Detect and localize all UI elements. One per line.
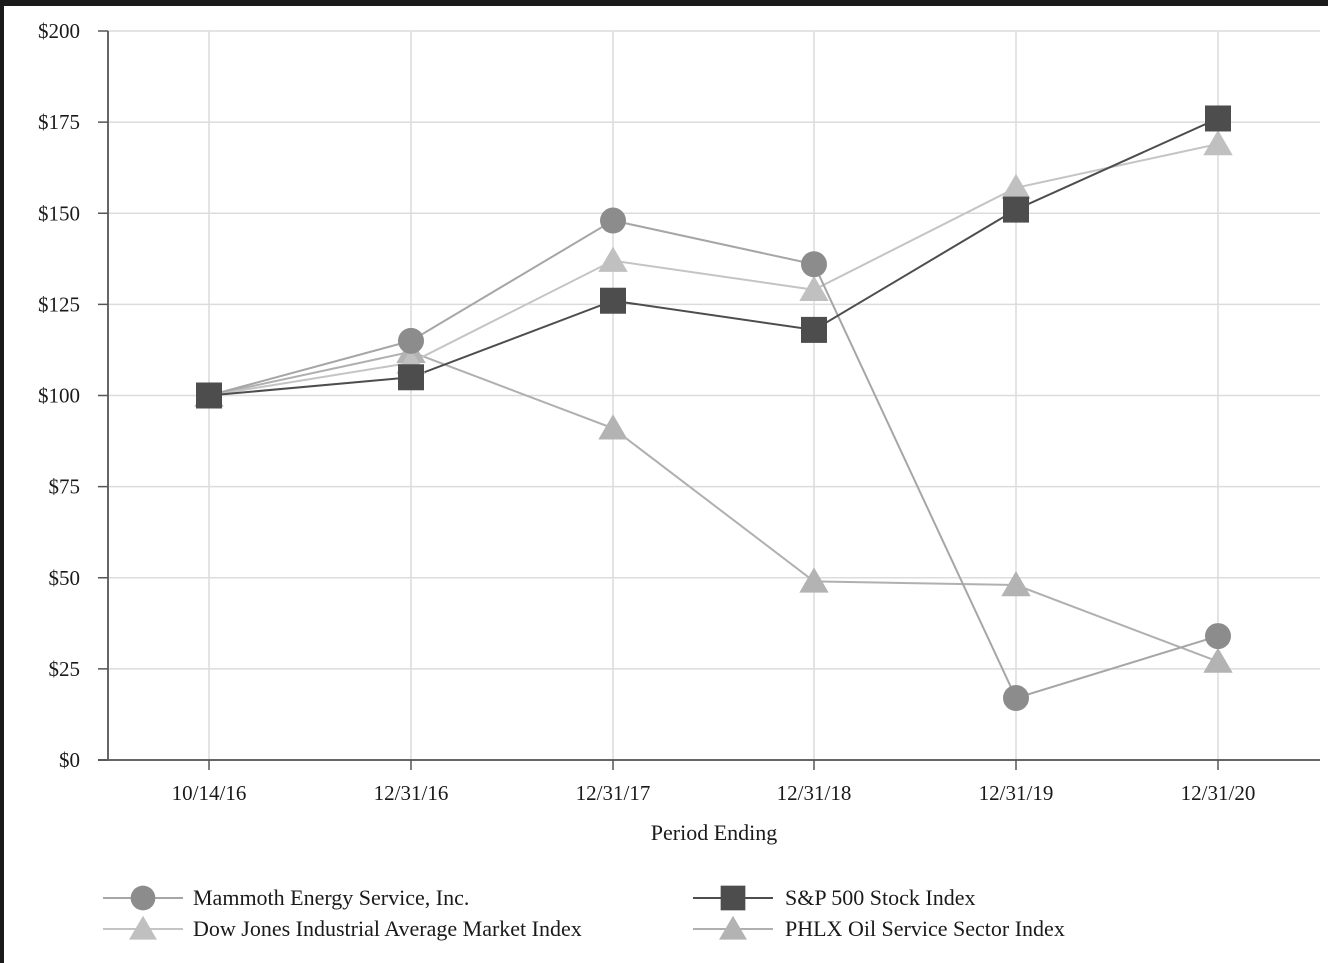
series-line-3 — [208, 350, 1219, 663]
series-1-point-3 — [801, 316, 827, 343]
xtick-label-1: 12/31/16 — [374, 781, 449, 805]
ytick-label-150: $150 — [38, 201, 80, 225]
ytick-label-100: $100 — [38, 384, 80, 408]
series-2-point-3 — [799, 275, 829, 301]
legend-label-2: Dow Jones Industrial Average Market Inde… — [193, 916, 582, 941]
series-line-2 — [208, 143, 1219, 397]
ytick-label-0: $0 — [59, 748, 80, 772]
series-line-1 — [208, 117, 1219, 397]
legend-marker-0 — [130, 885, 156, 911]
x-axis-title: Period Ending — [651, 820, 778, 845]
legend: Mammoth Energy Service, Inc. S&P 500 Stoc… — [103, 885, 1065, 941]
ytick-label-200: $200 — [38, 19, 80, 43]
y-axis-ticks: $0 $25 $50 $75 $100 $125 $150 $175 $200 — [38, 19, 108, 772]
series-1-point-2 — [600, 287, 626, 314]
xtick-label-5: 12/31/20 — [1181, 781, 1256, 805]
xtick-label-4: 12/31/19 — [979, 781, 1054, 805]
ytick-label-50: $50 — [49, 566, 81, 590]
series-lines — [208, 117, 1219, 700]
series-line-0 — [208, 219, 1219, 700]
ytick-label-175: $175 — [38, 110, 80, 134]
series-3-point-4 — [1001, 571, 1031, 597]
series-0-point-3 — [801, 251, 827, 278]
ytick-label-25: $25 — [49, 657, 81, 681]
series-1-point-5 — [1205, 105, 1231, 132]
series-markers — [194, 105, 1233, 712]
xtick-label-2: 12/31/17 — [576, 781, 651, 805]
series-2-point-4 — [1001, 173, 1031, 199]
legend-label-0: Mammoth Energy Service, Inc. — [193, 885, 469, 910]
series-3-point-2 — [598, 414, 628, 440]
series-0-point-5 — [1205, 623, 1231, 650]
legend-marker-1 — [720, 885, 746, 911]
grid-lines — [108, 30, 1320, 761]
series-1-point-4 — [1003, 196, 1029, 223]
legend-label-3: PHLX Oil Service Sector Index — [785, 916, 1065, 941]
ytick-label-125: $125 — [38, 292, 80, 316]
xtick-label-0: 10/14/16 — [172, 781, 247, 805]
series-1-point-1 — [398, 364, 424, 391]
series-3-point-5 — [1203, 647, 1233, 673]
series-3-point-3 — [799, 567, 829, 593]
series-2-point-2 — [598, 246, 628, 272]
series-0-point-2 — [600, 207, 626, 234]
xtick-label-3: 12/31/18 — [777, 781, 852, 805]
legend-marker-3 — [719, 915, 747, 940]
legend-label-1: S&P 500 Stock Index — [785, 885, 975, 910]
ytick-label-75: $75 — [49, 475, 81, 499]
x-axis-ticks: 10/14/16 12/31/16 12/31/17 12/31/18 12/31/19… — [172, 760, 1256, 805]
series-2-point-5 — [1203, 129, 1233, 156]
series-0-point-4 — [1003, 685, 1029, 712]
legend-marker-2 — [129, 915, 157, 940]
series-1-point-0 — [196, 382, 222, 409]
series-0-point-1 — [398, 327, 424, 354]
